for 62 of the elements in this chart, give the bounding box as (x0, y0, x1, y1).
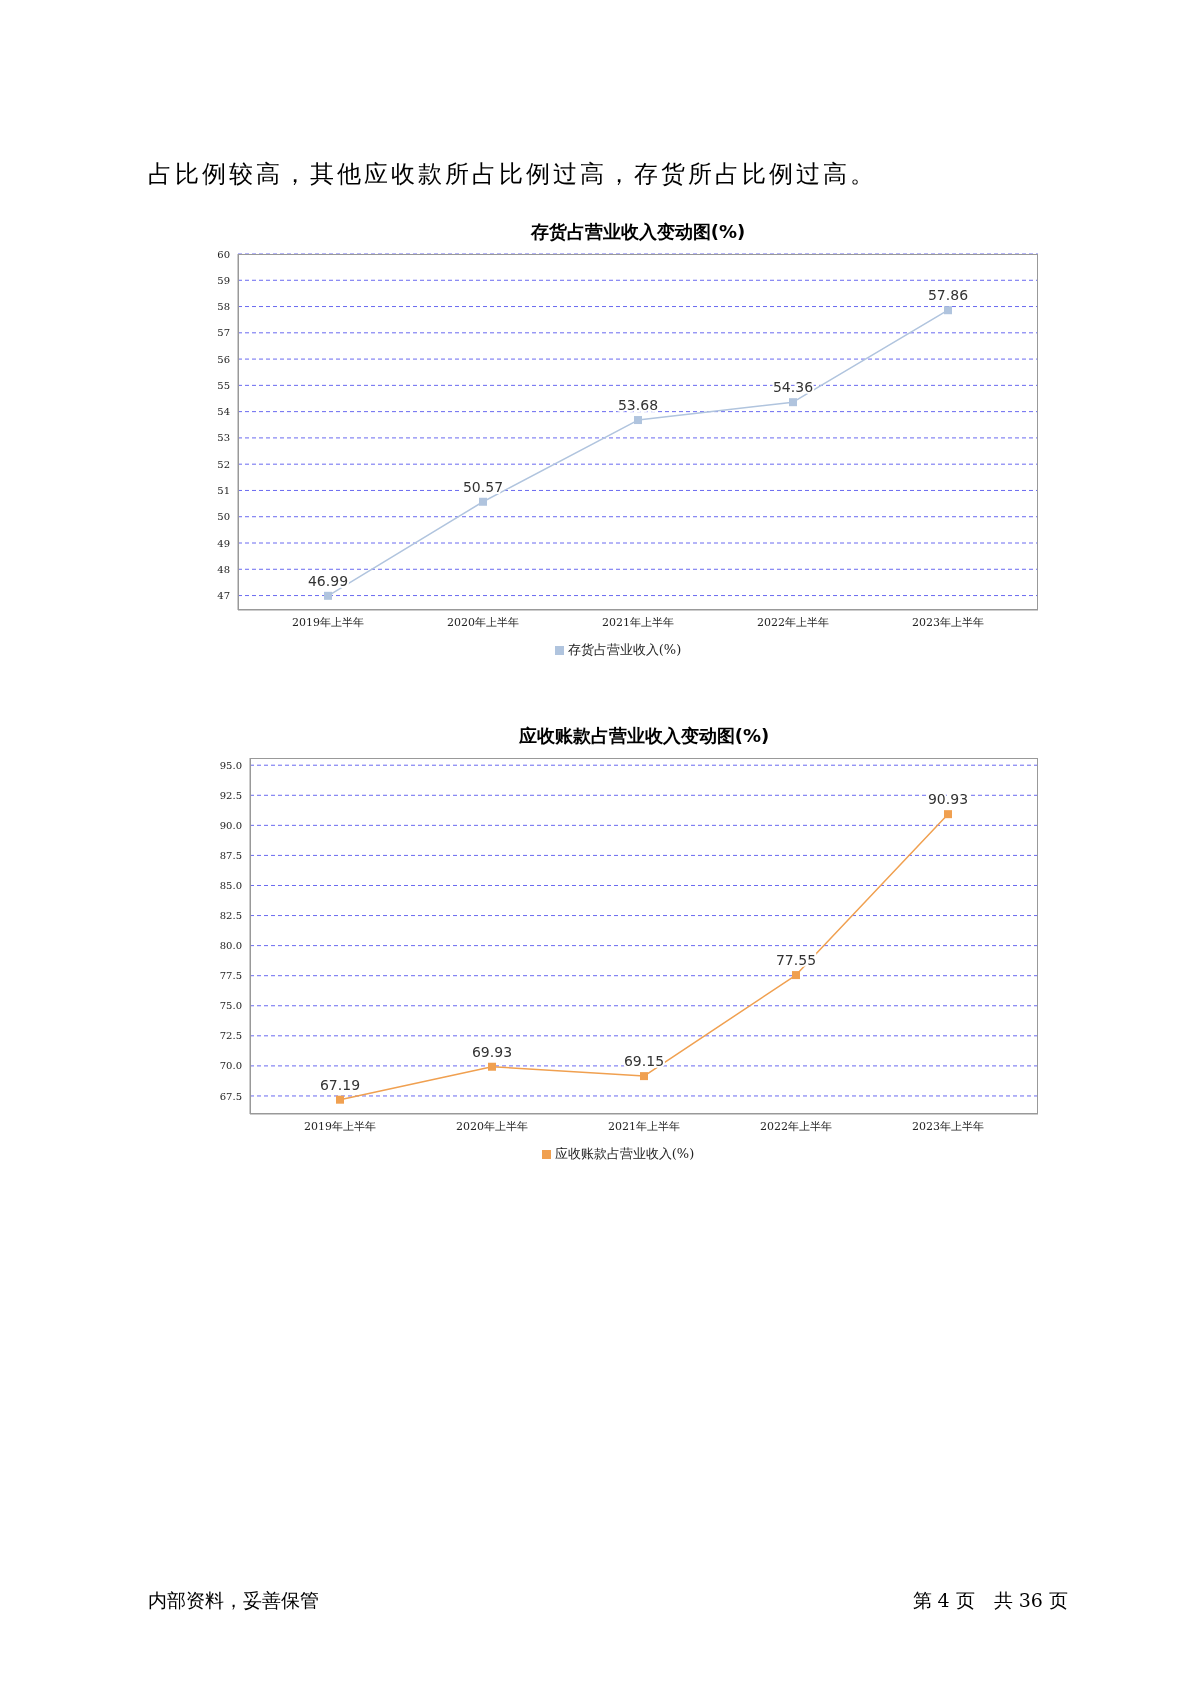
x-tick-label: 2021年上半年 (602, 615, 674, 629)
y-tick-label: 75.0 (219, 1000, 242, 1012)
legend-label: 存货占营业收入(%) (567, 642, 682, 657)
y-tick-label: 80.0 (219, 940, 242, 952)
legend-label: 应收账款占营业收入(%) (554, 1146, 695, 1161)
y-tick-label: 85.0 (219, 880, 242, 892)
y-tick-label: 51 (217, 485, 230, 497)
y-tick-label: 49 (217, 537, 230, 549)
text: 第 4 页 共 36 页 (912, 1588, 1068, 1613)
x-tick-label: 2021年上半年 (608, 1119, 680, 1133)
x-tick-label: 2022年上半年 (757, 615, 829, 629)
y-tick-label: 59 (217, 274, 230, 286)
x-tick-label: 2023年上半年 (912, 615, 984, 629)
data-label: 69.93 (471, 1043, 513, 1060)
data-label: 57.86 (927, 287, 969, 304)
point (336, 1095, 344, 1104)
y-tick-label: 47 (217, 590, 230, 602)
y-tick-label: 95.0 (219, 759, 242, 771)
data-label: 90.93 (927, 791, 969, 808)
y-tick-label: 48 (217, 563, 230, 575)
x-tick-label: 2019年上半年 (292, 615, 364, 629)
x-tick-label: 2020年上半年 (456, 1119, 528, 1133)
y-tick-label: 58 (217, 301, 230, 313)
y-tick-label: 52 (217, 458, 230, 470)
y-tick-label: 90.0 (219, 819, 242, 831)
y-tick-label: 92.5 (219, 789, 242, 801)
x-tick-label: 2019年上半年 (304, 1119, 376, 1133)
point (944, 810, 952, 819)
point (792, 971, 800, 980)
data-label: 46.99 (307, 572, 349, 589)
data-label: 69.15 (623, 1053, 665, 1070)
data-label: 53.68 (617, 397, 659, 414)
y-tick-label: 67.5 (219, 1090, 242, 1102)
y-tick-label: 87.5 (219, 849, 242, 861)
y-tick-label: 82.5 (219, 910, 242, 922)
data-label: 54.36 (772, 379, 814, 396)
y-tick-label: 53 (217, 432, 230, 444)
y-tick-label: 57 (217, 327, 230, 339)
x-tick-label: 2023年上半年 (912, 1119, 984, 1133)
y-tick-label: 60 (217, 248, 230, 260)
point (944, 306, 952, 315)
point (324, 591, 332, 600)
point (479, 497, 487, 506)
chart-title: 应收账款占营业收入变动图(%) (517, 724, 771, 748)
y-tick-label: 55 (217, 379, 230, 391)
x-tick-label: 2022年上半年 (760, 1119, 832, 1133)
data-label: 50.57 (462, 478, 504, 495)
text: 内部资料，妥善保管 (148, 1588, 319, 1613)
chart-title: 存货占营业收入变动图(%) (529, 220, 747, 244)
text: 占比例较高，其他应收款所占比例过高，存货所占比例过高。 (148, 159, 878, 190)
y-tick-label: 54 (217, 406, 230, 418)
y-tick-label: 70.0 (219, 1060, 242, 1072)
y-tick-label: 50 (217, 511, 230, 523)
y-tick-label: 77.5 (219, 970, 242, 982)
point (488, 1062, 496, 1071)
y-tick-label: 72.5 (219, 1030, 242, 1042)
point (789, 398, 797, 407)
point (640, 1072, 648, 1081)
x-tick-label: 2020年上半年 (447, 615, 519, 629)
y-tick-label: 56 (217, 353, 230, 365)
data-label: 67.19 (319, 1076, 361, 1093)
point (634, 416, 642, 425)
